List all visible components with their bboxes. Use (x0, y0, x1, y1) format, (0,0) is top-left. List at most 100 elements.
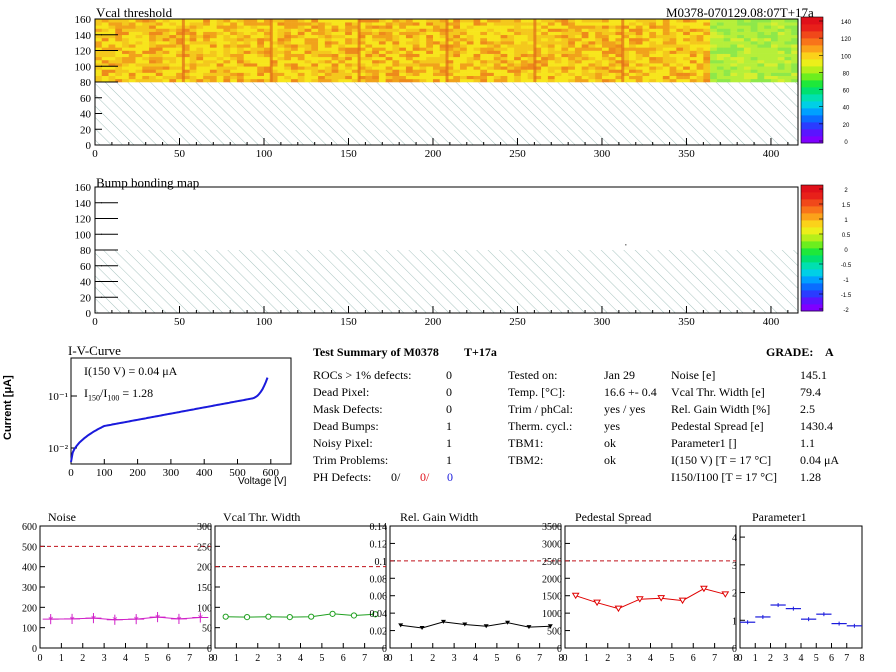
threshold-map-cell (676, 34, 684, 39)
threshold-map-cell (662, 19, 670, 23)
threshold-map-cell (764, 63, 772, 67)
threshold-map-cell (189, 34, 197, 39)
threshold-map-cell (250, 19, 258, 23)
threshold-map-cell (155, 72, 163, 76)
threshold-map-cell (574, 63, 582, 67)
threshold-map-cell (460, 44, 468, 48)
map-ytick-label: 20 (80, 292, 92, 304)
threshold-map-cell (669, 50, 677, 54)
map-xtick-label: 100 (256, 148, 273, 160)
threshold-map-cell (182, 44, 190, 48)
threshold-map-cell (689, 69, 697, 73)
threshold-map-cell (730, 19, 738, 23)
threshold-map-cell (500, 59, 508, 64)
threshold-map-cell (223, 41, 231, 45)
threshold-map-cell (460, 59, 468, 64)
threshold-map-cell (223, 25, 231, 29)
threshold-map-cell (743, 50, 751, 54)
threshold-map-cell (284, 66, 292, 70)
threshold-map-cell (716, 75, 724, 80)
summary-left-row-value: 1 (446, 436, 452, 450)
threshold-map-cell (703, 41, 711, 45)
threshold-map-cell (419, 47, 427, 51)
threshold-map-cell (730, 72, 738, 76)
threshold-map-cell (466, 44, 474, 48)
threshold-map-cell (311, 56, 319, 61)
threshold-map-cell (243, 56, 251, 61)
threshold-map-cell (399, 22, 407, 26)
threshold-map-cell (196, 78, 204, 83)
threshold-map-cell (683, 31, 691, 36)
threshold-map-cell (372, 19, 380, 23)
summary-right-row-label: Noise [e] (671, 368, 716, 382)
threshold-map-cell (493, 37, 501, 42)
threshold-map-cell (385, 25, 393, 29)
threshold-map-cell (365, 50, 373, 54)
chart-ytick-label: 0.14 (370, 522, 388, 533)
threshold-map-cell (345, 19, 353, 23)
threshold-map-cell (311, 59, 319, 64)
threshold-map-cell (453, 31, 461, 36)
threshold-map-cell (162, 78, 170, 83)
threshold-map-cell (223, 72, 231, 76)
threshold-map-cell (358, 63, 366, 67)
threshold-map-cell (284, 56, 292, 61)
summary-right-row-value: 1.28 (800, 470, 821, 484)
threshold-map-cell (656, 50, 664, 54)
threshold-map-cell (710, 63, 718, 67)
threshold-map-cell (108, 25, 116, 29)
chart-xtick-label: 7 (537, 653, 542, 664)
threshold-map-cell (696, 63, 704, 67)
threshold-map-cell (487, 19, 495, 23)
threshold-map-cell (297, 59, 305, 64)
threshold-map-cell (520, 41, 528, 45)
threshold-map-cell (656, 47, 664, 51)
chart-gain-title: Rel. Gain Width (400, 510, 479, 524)
threshold-map-cell (378, 41, 386, 45)
threshold-map-cell (500, 56, 508, 61)
threshold-map-cell (189, 66, 197, 70)
threshold-map-cell (595, 69, 603, 73)
threshold-map-cell (649, 50, 657, 54)
threshold-map-cell (554, 19, 562, 23)
threshold-map-cell (514, 72, 522, 76)
threshold-map-cell (561, 50, 569, 54)
threshold-map-cell (716, 22, 724, 26)
threshold-map-cell (412, 28, 420, 32)
threshold-map-cell (608, 28, 616, 32)
threshold-map-cell (263, 72, 272, 76)
threshold-map-cell (696, 25, 704, 29)
threshold-map-cell (743, 34, 751, 39)
threshold-map-cell (750, 59, 758, 64)
threshold-map-cell (730, 63, 738, 67)
threshold-map-cell (142, 41, 150, 45)
threshold-map-cell (230, 63, 238, 67)
threshold-map-cell (176, 66, 184, 70)
threshold-map-cell (162, 72, 170, 76)
threshold-map-cell (203, 34, 211, 39)
threshold-map-cell (196, 25, 204, 29)
threshold-map-cell (568, 31, 576, 36)
threshold-map-cell (656, 66, 664, 70)
threshold-map-cell (662, 59, 670, 64)
threshold-map-cell (378, 56, 386, 61)
threshold-map-cell (574, 72, 582, 76)
threshold-map-cell (757, 31, 765, 36)
threshold-map-cell (750, 63, 758, 67)
threshold-map-cell (777, 78, 785, 83)
threshold-map-cell (493, 69, 501, 73)
threshold-map-cell (243, 34, 251, 39)
threshold-map-cell (311, 66, 319, 70)
threshold-map-cell (622, 44, 630, 48)
threshold-map-cell (514, 41, 522, 45)
threshold-map-cell (263, 47, 272, 51)
threshold-map-cell (500, 75, 508, 80)
threshold-map-cell (236, 34, 245, 39)
threshold-map-cell (514, 50, 522, 54)
threshold-map-cell (230, 41, 238, 45)
threshold-map-cell (716, 66, 724, 70)
threshold-map-cell (169, 47, 177, 51)
threshold-map-cell (405, 28, 414, 32)
threshold-map-cell (561, 31, 569, 36)
threshold-map-cell (412, 72, 420, 76)
